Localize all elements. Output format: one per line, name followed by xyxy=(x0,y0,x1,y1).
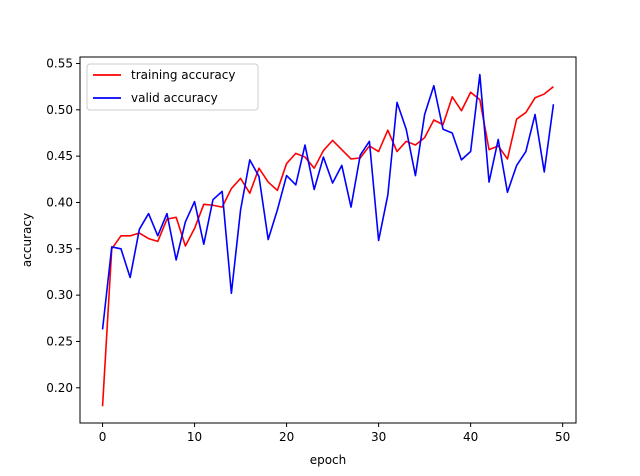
series-lines xyxy=(101,73,555,407)
x-tick-label: 20 xyxy=(279,430,294,444)
y-tick-label: 0.20 xyxy=(46,381,73,395)
x-tick-label: 50 xyxy=(555,430,570,444)
legend-box xyxy=(86,63,259,111)
x-tick-label: 30 xyxy=(371,430,386,444)
y-tick-label: 0.30 xyxy=(46,288,73,302)
y-tick-label: 0.35 xyxy=(46,242,73,256)
legend: training accuracy valid accuracy xyxy=(86,63,259,111)
legend-label-valid-accuracy: valid accuracy xyxy=(131,91,218,105)
legend-label-training-accuracy: training accuracy xyxy=(131,68,235,82)
x-tick-label: 10 xyxy=(187,430,202,444)
y-tick-label: 0.40 xyxy=(46,195,73,209)
y-tick-label: 0.45 xyxy=(46,149,73,163)
x-axis-ticks: 0 10 20 30 40 50 xyxy=(99,423,570,444)
plot-frame xyxy=(79,56,577,424)
series-line-training-accuracy xyxy=(101,86,554,407)
x-axis-label: epoch xyxy=(310,453,347,467)
y-tick-label: 0.50 xyxy=(46,103,73,117)
y-tick-label: 0.25 xyxy=(46,334,73,348)
series-line-valid-accuracy xyxy=(101,73,555,330)
x-tick-label: 40 xyxy=(463,430,478,444)
y-axis-label: accuracy xyxy=(20,213,34,267)
y-axis-ticks: 0.20 0.25 0.30 0.35 0.40 0.45 0.50 0.55 xyxy=(46,56,80,395)
y-tick-label: 0.55 xyxy=(46,56,73,70)
x-tick-label: 0 xyxy=(99,430,107,444)
